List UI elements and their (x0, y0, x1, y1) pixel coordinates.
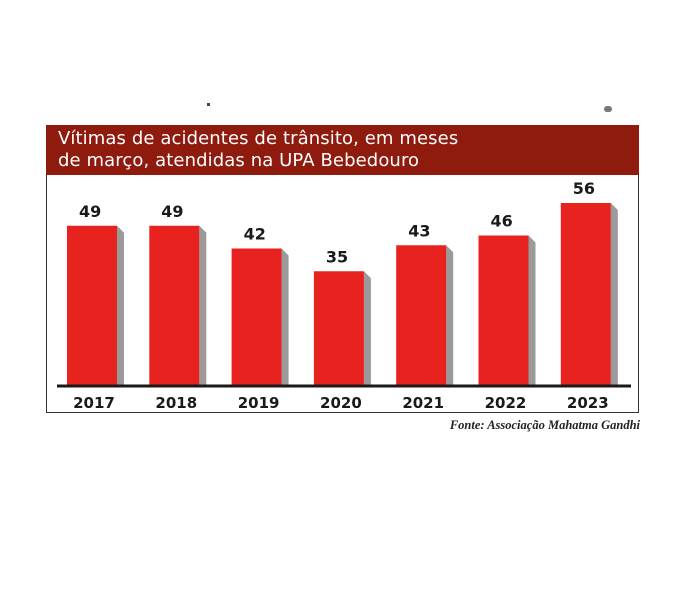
x-tick-label: 2021 (402, 394, 444, 412)
data-label: 49 (161, 202, 183, 221)
bar (67, 225, 117, 385)
data-label: 46 (491, 212, 513, 231)
bar (396, 245, 447, 385)
chart-source: Fonte: Associação Mahatma Gandhi (449, 418, 640, 432)
x-tick-label: 2023 (567, 394, 609, 412)
data-label: 43 (408, 221, 430, 240)
x-tick-label: 2019 (238, 394, 280, 412)
chart-title-bar: Vítimas de acidentes de trânsito, em mes… (46, 125, 639, 175)
bar-shadow (281, 248, 289, 385)
chart-title-line-2: de março, atendidas na UPA Bebedouro (58, 150, 420, 171)
bar-shadow (528, 235, 536, 385)
bar-shadow (610, 203, 618, 385)
chart-title-line-1: Vítimas de acidentes de trânsito, em mes… (58, 128, 459, 149)
bar (149, 225, 200, 385)
bar (313, 271, 364, 385)
print-speck (604, 106, 612, 112)
x-tick-label: 2022 (485, 394, 527, 412)
x-tick-label: 2018 (155, 394, 197, 412)
bar-shadow (446, 245, 454, 385)
bar-shadow (117, 225, 124, 385)
data-label: 42 (244, 225, 266, 244)
bar (231, 248, 282, 385)
x-tick-label: 2020 (320, 394, 362, 412)
data-label: 49 (79, 202, 101, 221)
bar (560, 203, 611, 385)
x-tick-label: 2017 (73, 394, 115, 412)
bar-shadow (199, 225, 207, 385)
bar (478, 235, 529, 385)
print-speck (207, 103, 210, 106)
data-label: 35 (326, 247, 348, 266)
bar-shadow (363, 271, 371, 385)
data-label: 56 (573, 179, 595, 198)
